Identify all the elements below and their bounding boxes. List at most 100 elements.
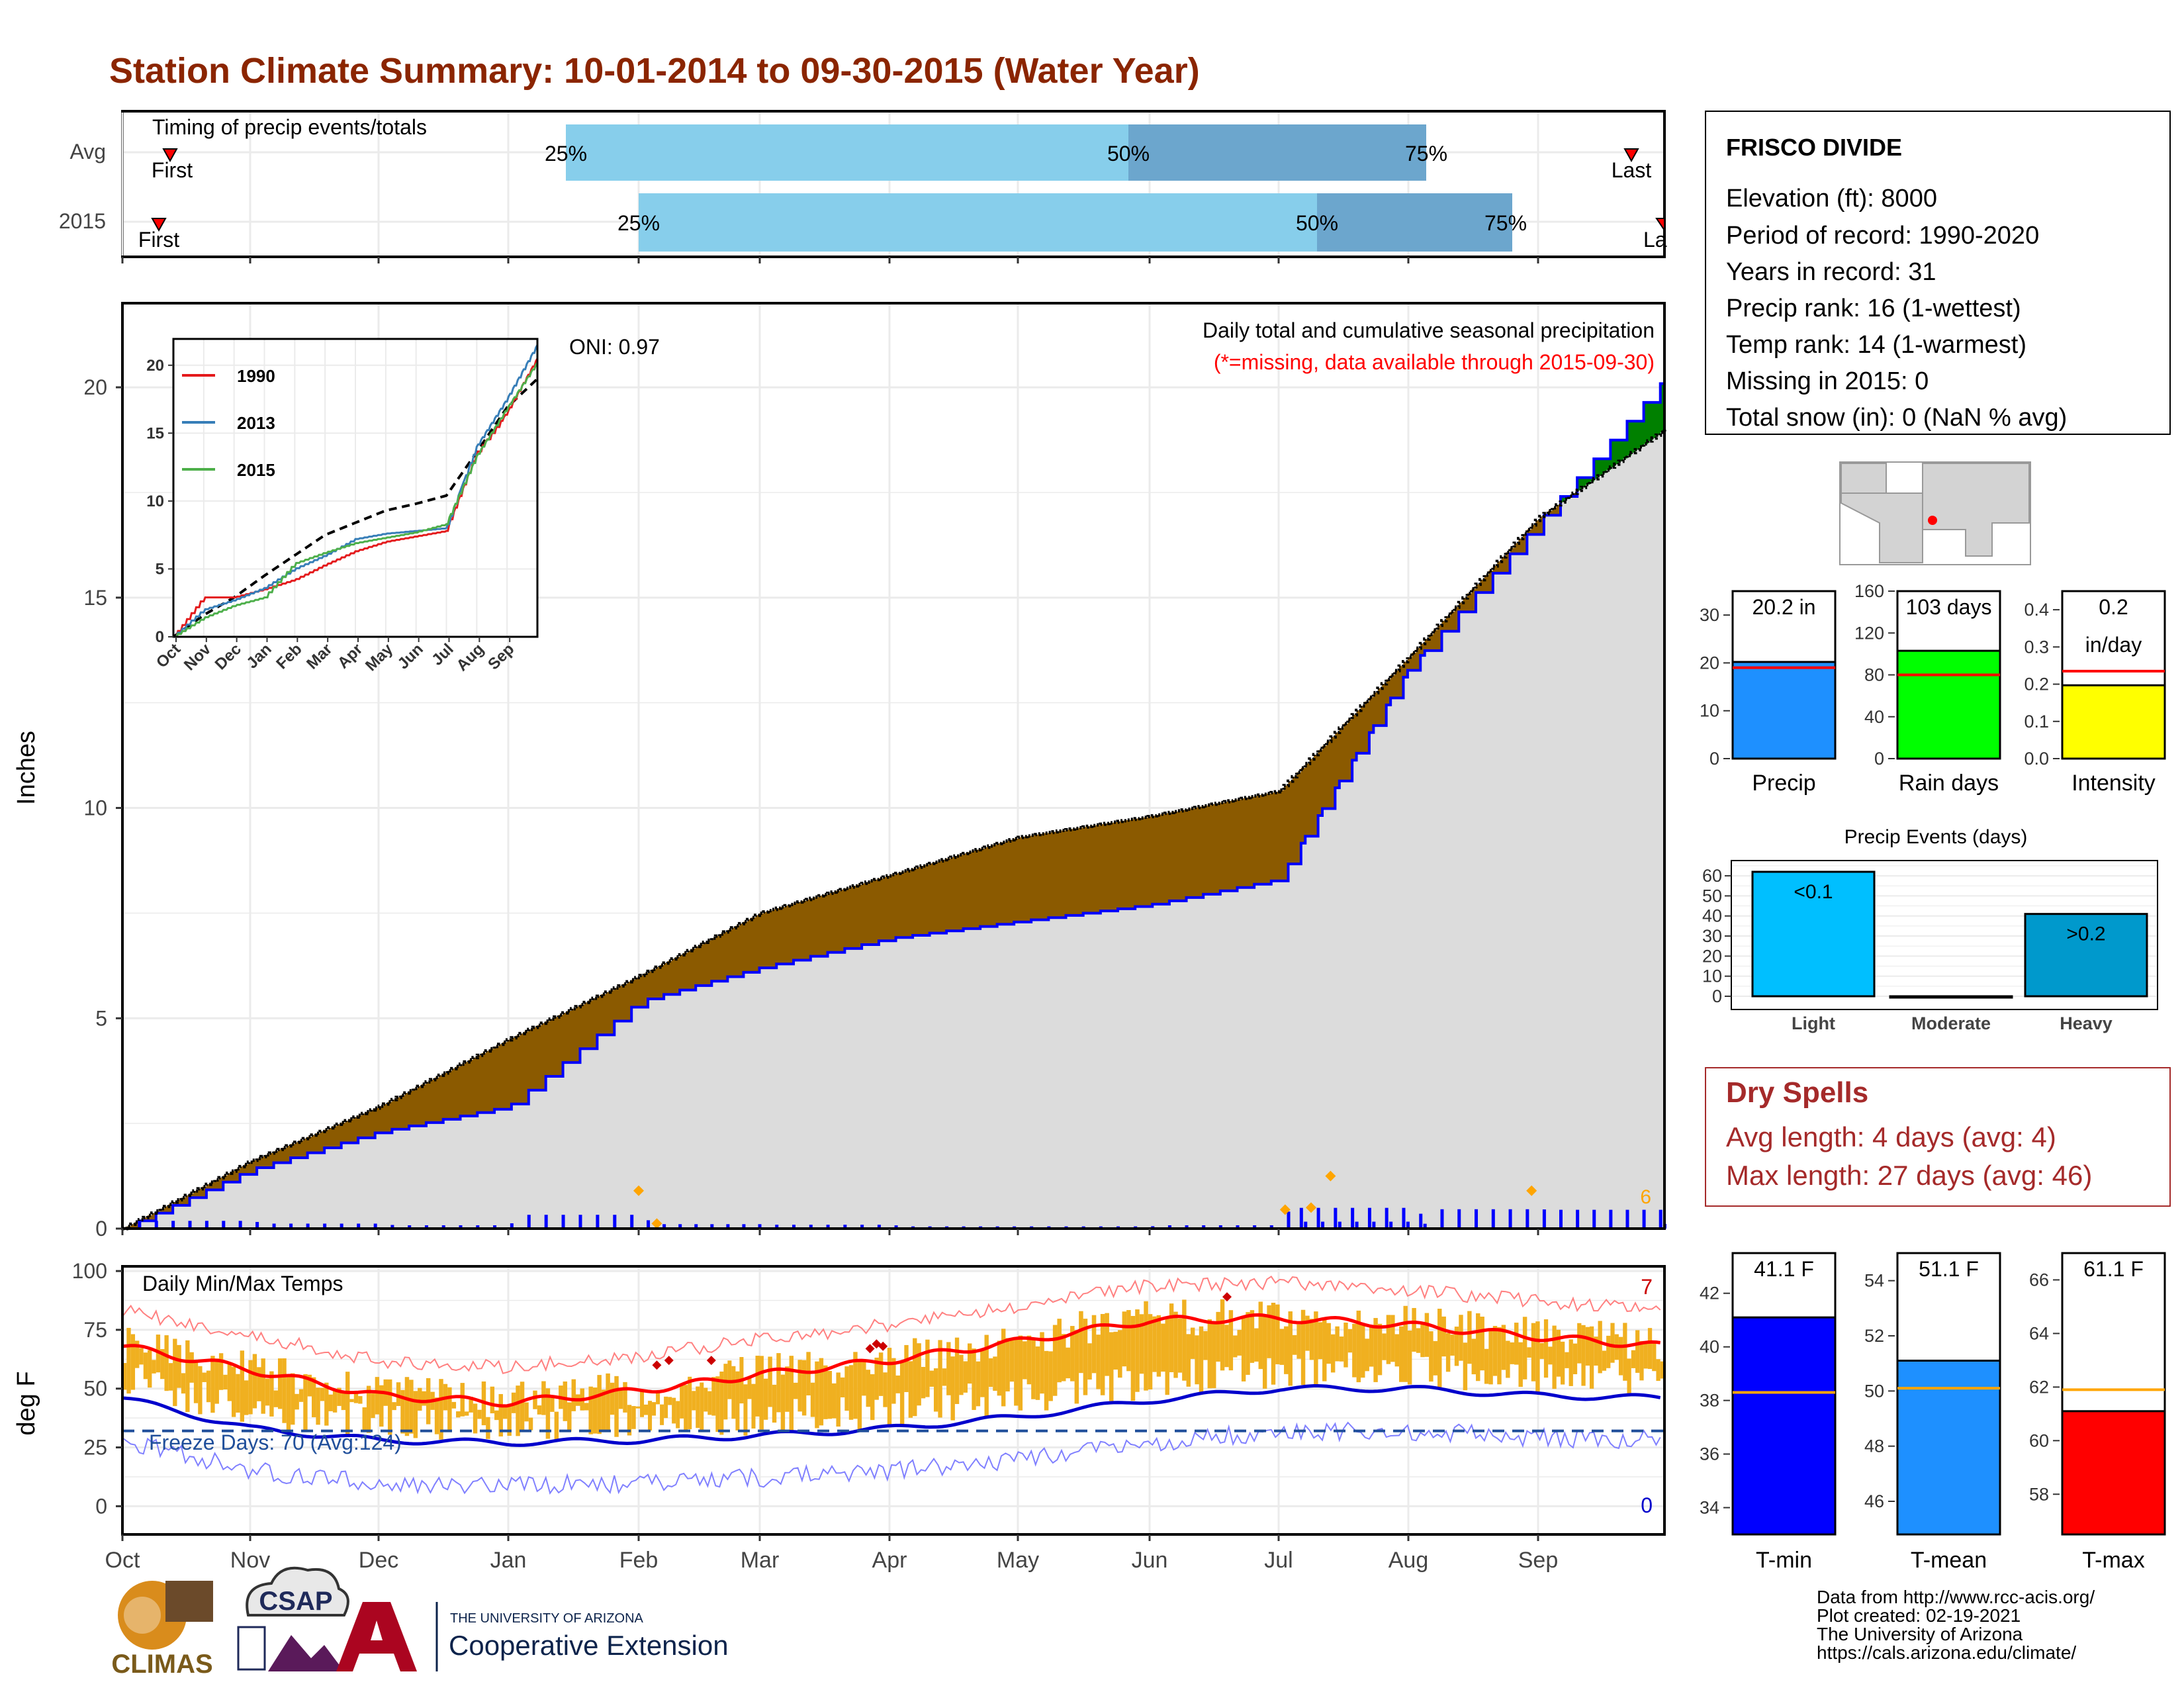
daily-precip-bar — [205, 1221, 208, 1229]
daily-precip-bar — [138, 1221, 142, 1229]
temp-range-bar — [1463, 1342, 1468, 1391]
dry-spells-avg: Avg length: 4 days (avg: 4) — [1726, 1121, 2056, 1152]
temp-range-bar — [1292, 1335, 1297, 1355]
temp-range-bar — [1250, 1310, 1255, 1363]
extreme-precip-marker — [1526, 1185, 1537, 1196]
temp-range-bar — [1429, 1331, 1433, 1382]
timing-2015-first-marker — [151, 218, 167, 232]
temp-range-bar — [337, 1387, 341, 1406]
temp-range-bar — [610, 1382, 615, 1415]
temp-mini-y-label: 46 — [1864, 1491, 1884, 1511]
temp-range-bar — [1577, 1323, 1582, 1364]
temp-range-bar — [1407, 1331, 1412, 1385]
temp-range-bar — [719, 1371, 724, 1435]
daily-precip-bar — [408, 1225, 412, 1229]
temp-range-bar — [1552, 1325, 1557, 1389]
temp-range-bar — [1246, 1312, 1250, 1375]
temp-range-bar — [1135, 1309, 1140, 1392]
temp-range-bar — [984, 1335, 989, 1419]
temp-range-bar — [1305, 1315, 1310, 1351]
temp-range-bar — [743, 1384, 748, 1436]
temp-range-bar — [277, 1358, 283, 1409]
temp-range-bar — [1454, 1327, 1459, 1366]
timing-avg-first-marker — [162, 148, 178, 163]
temp-y-tick-label: 75 — [83, 1318, 107, 1342]
daily-precip-bar — [1508, 1209, 1512, 1229]
daily-precip-bar — [561, 1215, 565, 1229]
temp-range-bar — [1606, 1335, 1611, 1368]
temp-range-bar — [1480, 1317, 1484, 1371]
temp-range-bar — [1182, 1299, 1187, 1381]
temp-range-bar — [588, 1386, 593, 1434]
temp-range-bar — [185, 1340, 190, 1413]
daily-precip-bar — [222, 1221, 226, 1229]
temp-range-bar — [231, 1366, 236, 1417]
inset-legend-1990: 1990 — [237, 366, 275, 386]
temp-range-bar — [1118, 1330, 1122, 1378]
temp-mini-y-label: 50 — [1864, 1381, 1884, 1401]
temp-range-bar — [1330, 1334, 1336, 1373]
temp-range-bar — [1565, 1352, 1569, 1368]
timing-2015-bar-late — [1317, 193, 1512, 252]
mini-y-label: 30 — [1700, 605, 1719, 625]
ua-small-text: THE UNIVERSITY OF ARIZONA — [450, 1611, 644, 1626]
temp-range-bar — [1373, 1318, 1378, 1382]
temp-range-bar — [1561, 1341, 1565, 1385]
temp-range-bar — [785, 1366, 790, 1412]
temp-range-bar — [1424, 1313, 1430, 1357]
temp-range-bar — [1445, 1333, 1451, 1372]
temp-range-bar — [997, 1340, 1002, 1396]
temp-range-bar — [1365, 1338, 1369, 1372]
temp-range-bar — [177, 1344, 181, 1388]
temp-range-bar — [396, 1382, 401, 1407]
temp-range-bar — [963, 1361, 968, 1393]
mini-y-label: 20 — [1700, 653, 1719, 673]
temp-range-bar — [223, 1374, 228, 1390]
temp-range-bar — [135, 1340, 140, 1368]
temp-range-bar — [848, 1365, 854, 1420]
temp-range-bar — [379, 1385, 384, 1427]
footer-credits: Data from http://www.rcc-acis.org/ Plot … — [1817, 1587, 2095, 1663]
temp-range-bar — [1233, 1335, 1238, 1358]
temp-range-bar — [273, 1390, 278, 1407]
month-x-axis: Oct Nov Dec Jan Feb Mar Apr May Jun Jul Aug Sep — [105, 1534, 1558, 1573]
temp-range-bar — [913, 1338, 917, 1417]
temp-range-bar — [1212, 1323, 1216, 1389]
timing-avg-bar-late — [1128, 124, 1426, 181]
temp-record-marker — [664, 1356, 674, 1366]
daily-precip-bar — [792, 1225, 796, 1229]
inset-y-label: 15 — [146, 424, 164, 442]
temp-range-bar — [349, 1399, 354, 1403]
temp-range-bar — [801, 1360, 807, 1416]
events-y-label: 0 — [1712, 986, 1722, 1006]
temp-range-bar — [1262, 1315, 1267, 1389]
daily-precip-bar — [1316, 1207, 1320, 1229]
inset-series-2013 — [173, 344, 539, 638]
temp-range-bar — [747, 1376, 752, 1399]
mini-y-label: 0.0 — [2024, 749, 2049, 769]
temp-mini-value: 51.1 F — [1919, 1257, 1979, 1281]
event-bar-label: <0.1 — [1794, 881, 1833, 903]
temp-range-bar — [648, 1401, 653, 1431]
month-label: May — [997, 1548, 1039, 1573]
inset-y-label: 5 — [156, 560, 164, 578]
temp-range-bar — [1543, 1319, 1549, 1378]
timing-2015-q50: 50% — [1296, 211, 1338, 235]
temp-range-bar — [320, 1387, 325, 1401]
temp-range-bar — [358, 1396, 363, 1404]
temp-range-bar — [656, 1391, 660, 1405]
temp-range-bar — [1618, 1336, 1623, 1376]
temp-mini-y-label: 60 — [2029, 1430, 2049, 1450]
temp-range-bar — [236, 1374, 240, 1413]
temp-range-bar — [840, 1377, 845, 1397]
temp-mini-value: 61.1 F — [2083, 1257, 2144, 1281]
daily-precip-bar — [459, 1225, 463, 1229]
csap-bars — [237, 1626, 266, 1671]
month-label: Apr — [872, 1548, 907, 1573]
temp-range-bar — [874, 1357, 879, 1400]
daily-precip-bar — [493, 1225, 497, 1229]
timing-row-avg-label: Avg — [69, 140, 106, 164]
temp-range-bar — [477, 1409, 482, 1419]
temp-range-bar — [1237, 1330, 1242, 1356]
precip-y-tick-label: 0 — [95, 1217, 107, 1241]
